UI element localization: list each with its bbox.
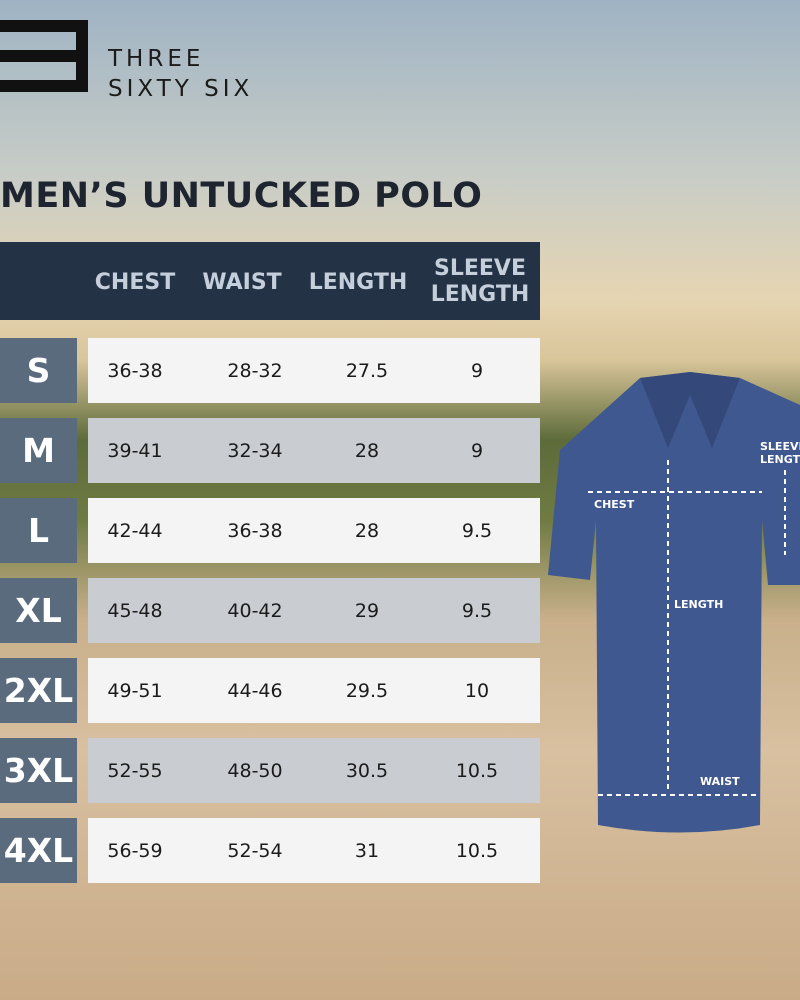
table-cell: 40-42: [227, 599, 283, 622]
table-cell: 49-51: [107, 679, 163, 702]
header-cell: SLEEVE LENGTH: [430, 256, 530, 307]
table-cell: 28-32: [227, 359, 283, 382]
size-label: 2XL: [0, 658, 77, 723]
table-cell: 27.5: [345, 359, 389, 382]
table-row: 49-51 44-46 29.5 10: [88, 658, 540, 723]
table-cell: 9.5: [461, 599, 493, 622]
table-cell: 10: [464, 679, 490, 702]
table-cell: 29: [354, 599, 380, 622]
table-cell: 48-50: [227, 759, 283, 782]
brand-line: THREE: [108, 46, 205, 72]
table-cell: 42-44: [107, 519, 163, 542]
table-cell: 29.5: [345, 679, 389, 702]
logo-mark: [0, 20, 88, 92]
table-cell: 52-54: [227, 839, 283, 862]
table-row: 39-41 32-34 28 9: [88, 418, 540, 483]
header-cell: LENGTH: [308, 270, 408, 295]
table-cell: 28: [354, 439, 380, 462]
title: MEN’S UNTUCKED POLO: [0, 176, 483, 216]
table-cell: 52-55: [107, 759, 163, 782]
size-label: M: [0, 418, 77, 483]
table-cell: 30.5: [345, 759, 389, 782]
table-cell: 9: [470, 439, 484, 462]
size-label: 3XL: [0, 738, 77, 803]
table-cell: 56-59: [107, 839, 163, 862]
table-row: 36-38 28-32 27.5 9: [88, 338, 540, 403]
table-cell: 31: [354, 839, 380, 862]
table-cell: 10.5: [455, 759, 499, 782]
polo-diagram: [548, 372, 800, 833]
size-label: 4XL: [0, 818, 77, 883]
table-row: 45-48 40-42 29 9.5: [88, 578, 540, 643]
brand-line: SIXTY SIX: [108, 76, 254, 102]
table-row: 42-44 36-38 28 9.5: [88, 498, 540, 563]
size-label: XL: [0, 578, 77, 643]
table-cell: 9: [470, 359, 484, 382]
table-cell: 36-38: [227, 519, 283, 542]
table-cell: 10.5: [455, 839, 499, 862]
table-row: 52-55 48-50 30.5 10.5: [88, 738, 540, 803]
table-row: 56-59 52-54 31 10.5: [88, 818, 540, 883]
table-cell: 39-41: [107, 439, 163, 462]
table-cell: 32-34: [227, 439, 283, 462]
diagram-label: LENGTH: [674, 598, 724, 611]
diagram-label: CHEST: [594, 498, 635, 511]
table-cell: 45-48: [107, 599, 163, 622]
table-cell: 36-38: [107, 359, 163, 382]
table-cell: 28: [354, 519, 380, 542]
size-label: L: [0, 498, 77, 563]
diagram-label: WAIST: [700, 775, 740, 788]
header-cell: WAIST: [202, 270, 282, 295]
table-header: CHEST WAIST LENGTH SLEEVE LENGTH: [0, 242, 540, 320]
table-cell: 44-46: [227, 679, 283, 702]
size-label: S: [0, 338, 77, 403]
table-cell: 9.5: [461, 519, 493, 542]
header-cell: CHEST: [94, 270, 176, 295]
diagram-label: SLEEVE LENGTH: [760, 440, 800, 466]
